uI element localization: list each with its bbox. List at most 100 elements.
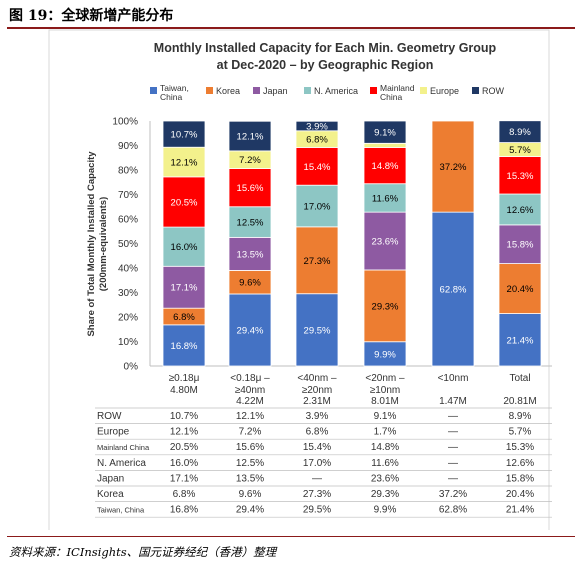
bar-label-0-1: 6.8% [173,312,195,323]
table-cell-5-0: 6.8% [173,489,196,500]
legend-swatch-5 [420,87,427,94]
bar-segment-2-3 [295,184,339,228]
table-cell-5-3: 29.3% [371,489,399,500]
legend-swatch-2 [253,87,260,94]
legend-label-0-b: China [160,92,182,102]
bar-segment-2-1 [295,226,339,295]
chart-title-line2: at Dec-2020 – by Geographic Region [217,58,434,72]
x-label-3-2: 8.01M [371,396,399,407]
bar-segment-0-6 [162,120,206,148]
bar-label-2-3: 17.0% [304,202,331,213]
bar-segment-5-3 [498,193,542,226]
table-row-label-0: ROW [97,411,122,422]
table-cell-1-1: 7.2% [239,427,262,438]
table-cell-2-1: 15.6% [236,442,264,453]
bar-label-0-3: 16.0% [171,242,198,253]
bar-label-5-4: 15.3% [507,171,534,182]
x-label-4-2: 1.47M [439,396,467,407]
bar-label-4-1: 37.2% [440,162,467,173]
bars: 16.8% 6.8% 17.1% 16.0% 20.5% 12.1% 10.7% 29.4% 9… [162,120,542,367]
table-cell-5-5: 20.4% [506,489,534,500]
table-cell-2-5: 15.3% [506,442,534,453]
bar-label-3-3: 11.6% [372,193,399,204]
table-cell-2-0: 20.5% [170,442,198,453]
bar-segment-2-6 [295,120,339,132]
bar-label-1-0: 29.4% [237,325,264,336]
bar-label-5-0: 21.4% [507,335,534,346]
bar-label-5-5: 5.7% [509,145,531,156]
y-tick-label-0: 0% [124,362,139,373]
legend-swatch-6 [472,87,479,94]
table-cell-4-2: — [312,473,322,484]
bar-segment-1-6 [228,120,272,152]
bar-label-0-2: 17.1% [171,283,198,294]
bar-segment-3-3 [363,183,407,213]
table-cell-0-5: 8.9% [509,411,532,422]
table-cell-2-2: 15.4% [303,442,331,453]
table-cell-0-0: 10.7% [170,411,198,422]
legend-label-0: Taiwan, [160,83,189,93]
table-cell-3-1: 12.5% [236,458,264,469]
table-cell-2-3: 14.8% [371,442,399,453]
bar-label-3-6: 9.1% [374,128,396,139]
table-cell-0-2: 3.9% [306,411,329,422]
table-row-label-2: Mainland China [97,443,150,452]
x-label-1-0: <0.18μ – [230,373,270,384]
table-cell-1-2: 6.8% [306,427,329,438]
table-cell-4-4: — [448,473,458,484]
bar-segment-5-4 [498,156,542,195]
bottom-rule [7,536,575,537]
table-cell-2-4: — [448,442,458,453]
bar-segment-1-0 [228,293,272,367]
bar-segment-0-5 [162,146,206,178]
bar-segment-3-2 [363,211,407,271]
source-note: 资料来源：ICInsights、国元证券经纪（香港）整理 [9,545,277,559]
bar-label-0-0: 16.8% [171,341,198,352]
bar-label-3-2: 23.6% [372,237,399,248]
y-tick-label-7: 70% [118,190,138,201]
bar-segment-4-0 [431,211,475,367]
table-cell-6-2: 29.5% [303,505,331,516]
table-cell-3-3: 11.6% [371,458,399,469]
bar-segment-3-5 [363,142,407,148]
bar-label-5-6: 8.9% [509,127,531,138]
bar-label-1-2: 13.5% [237,249,264,260]
y-tick-label-1: 10% [118,337,138,348]
legend-label-4: Mainland [380,83,415,93]
x-label-0-0: ≥0.18μ [169,373,200,384]
x-label-2-1: ≥20nm [302,385,333,396]
legend-label-1: Korea [216,86,240,96]
table-cell-4-5: 15.8% [506,473,534,484]
y-tick-label-10: 100% [112,117,138,128]
table-cell-5-1: 9.6% [239,489,262,500]
table-cell-3-5: 12.6% [506,458,534,469]
table-row-label-3: N. America [97,458,146,469]
table-cell-6-5: 21.4% [506,505,534,516]
bar-segment-5-2 [498,224,542,264]
x-label-3-0: <20nm – [365,373,405,384]
y-axis-label-line2: (200mm-equivalents) [98,197,109,292]
legend-label-2: Japan [263,86,288,96]
x-label-1-1: ≥40nm [235,385,266,396]
bar-label-1-5: 7.2% [239,155,261,166]
bar-label-2-0: 29.5% [304,325,331,336]
table-cell-4-1: 13.5% [236,473,264,484]
bar-label-5-2: 15.8% [507,240,534,251]
table-cell-0-1: 12.1% [236,411,264,422]
bar-label-2-6: 3.9% [306,122,328,133]
figure-title: 图 19：全球新增产能分布 [9,8,174,24]
table-cell-6-1: 29.4% [236,505,264,516]
table-cell-1-4: — [448,427,458,438]
x-label-2-0: <40nm – [297,373,337,384]
bar-segment-0-4 [162,176,206,228]
table-cell-3-2: 17.0% [303,458,331,469]
bar-segment-5-0 [498,313,542,367]
legend-label-6: ROW [482,86,505,96]
legend-swatch-4 [370,87,377,94]
bar-label-2-1: 27.3% [304,256,331,267]
x-label-0-1: 4.80M [170,385,198,396]
table-cell-4-3: 23.6% [371,473,399,484]
y-tick-label-6: 60% [118,215,138,226]
